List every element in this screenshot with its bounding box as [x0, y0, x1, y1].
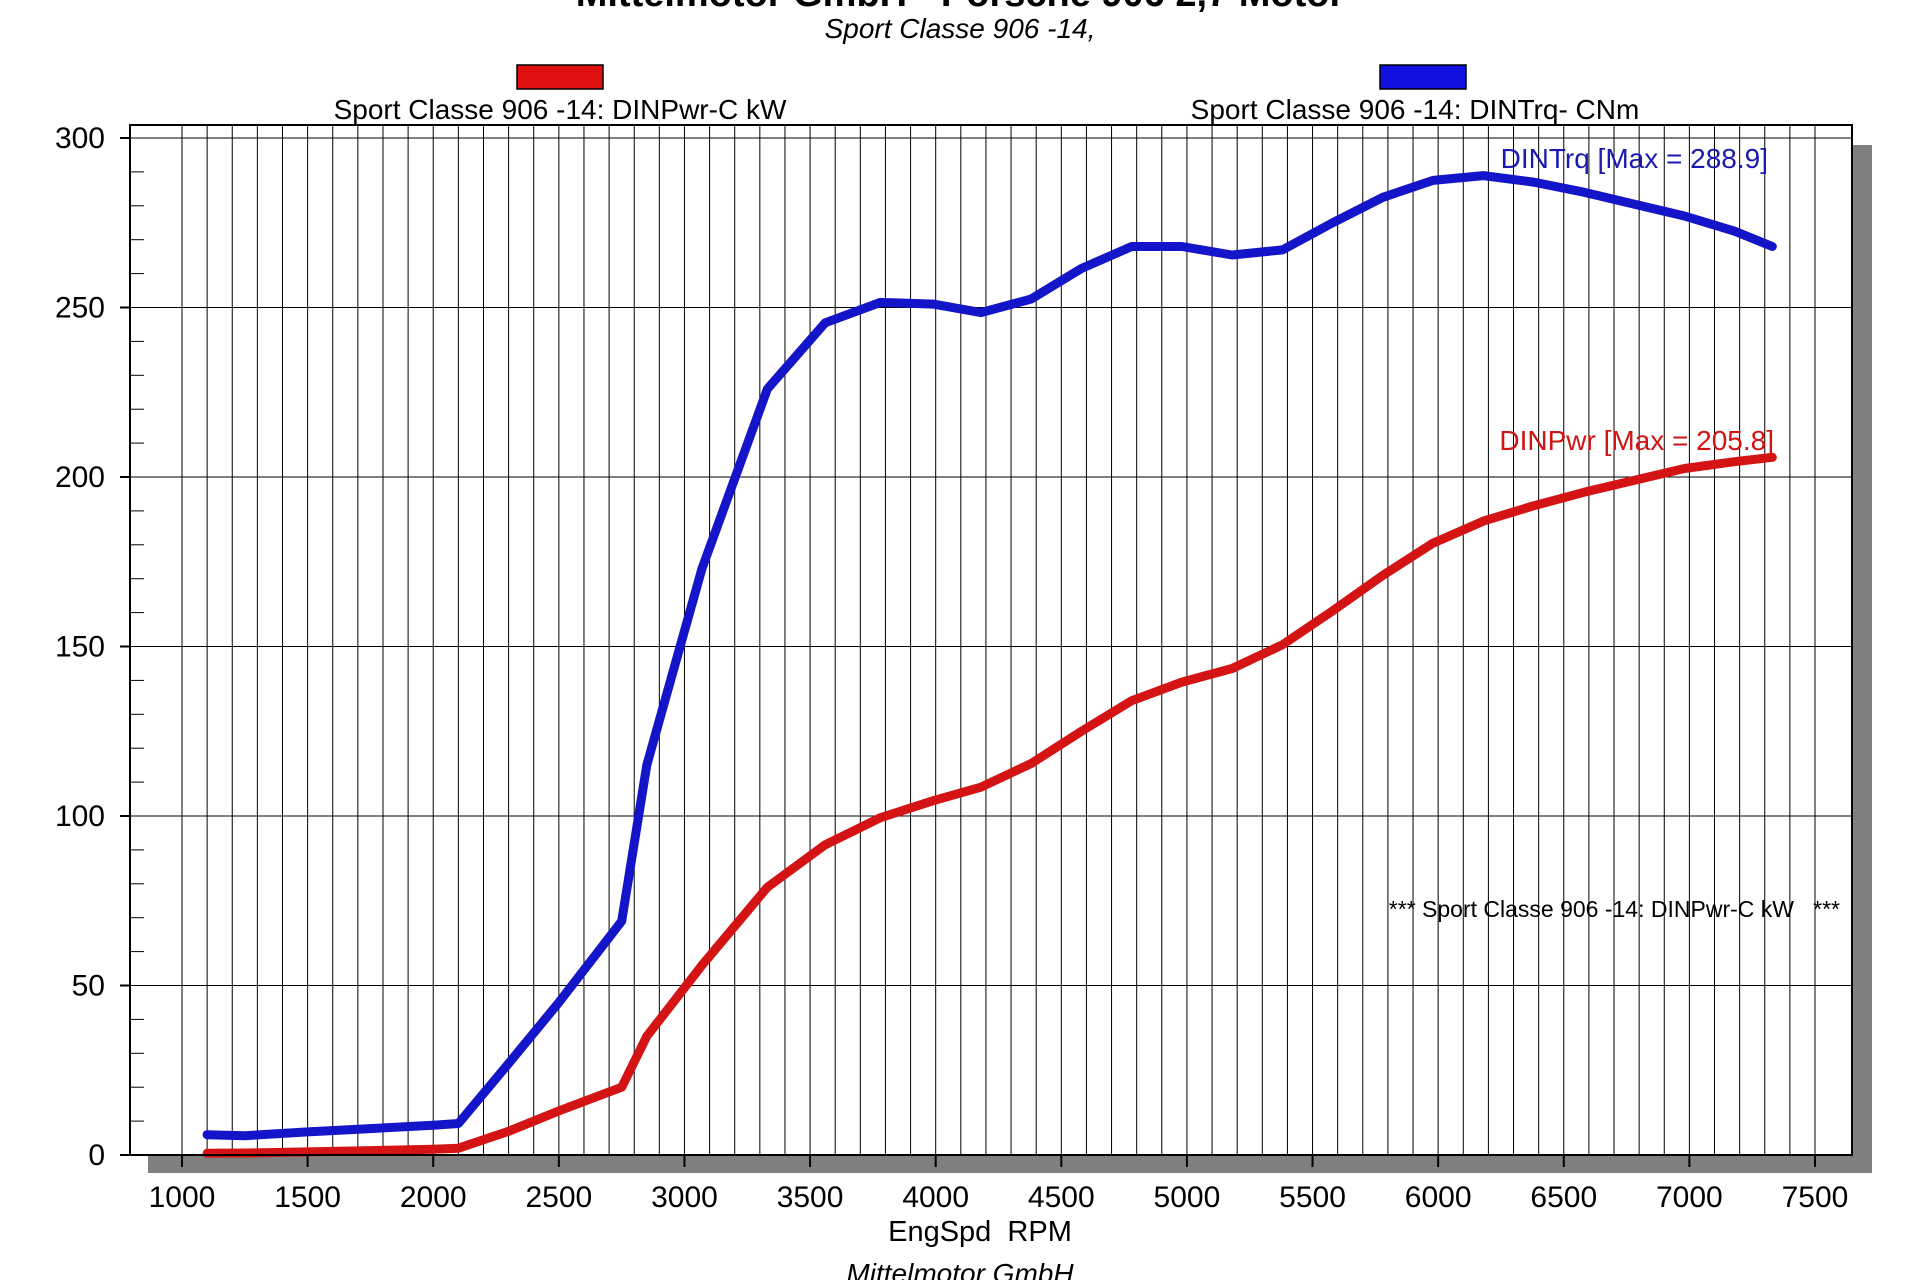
y-minor-ticks [130, 171, 144, 1122]
x-tick-label: 1000 [149, 1181, 216, 1214]
x-tick-label: 4000 [902, 1181, 969, 1214]
x-tick-label: 6500 [1530, 1181, 1597, 1214]
x-tick-label: 5000 [1154, 1181, 1221, 1214]
chart-title: Mittelmotor GmbH - Porsche 906 2,7 Motor [576, 0, 1345, 15]
x-tick-label: 6000 [1405, 1181, 1472, 1214]
y-tick-label: 250 [55, 292, 105, 325]
torque-max-annotation: DINTrq [Max = 288.9] [1501, 143, 1768, 174]
series-line-torque [202, 171, 1777, 1141]
series-line-power [202, 452, 1777, 1158]
y-tick-label: 0 [88, 1139, 105, 1172]
plot-area [130, 125, 1852, 1155]
y-axis: 0 50 100 150 200 250 300 [55, 122, 130, 1172]
legend-swatch-torque [1379, 64, 1467, 90]
x-tick-label: 4500 [1028, 1181, 1095, 1214]
x-tick-label: 3000 [651, 1181, 718, 1214]
x-tick-label: 3500 [777, 1181, 844, 1214]
grid [130, 125, 1852, 1155]
x-axis: 1000 1500 2000 2500 3000 3500 4000 4500 5000 5500… [149, 1155, 1849, 1214]
y-tick-label: 150 [55, 631, 105, 664]
series-note: *** Sport Classe 906 -14: DINPwr-C kW **… [1389, 896, 1840, 922]
x-tick-label: 5500 [1279, 1181, 1346, 1214]
legend: Sport Classe 906 -14: DINPwr-C kW Sport … [334, 64, 1640, 125]
y-tick-label: 300 [55, 122, 105, 155]
legend-swatch-power [516, 64, 604, 90]
chart-subtitle: Sport Classe 906 -14, [825, 13, 1096, 44]
y-tick-label: 200 [55, 461, 105, 494]
y-tick-label: 100 [55, 800, 105, 833]
plot-shadow-right [1852, 145, 1872, 1165]
x-tick-label: 2500 [525, 1181, 592, 1214]
legend-label-torque: Sport Classe 906 -14: DINTrq- CNm [1191, 94, 1640, 125]
x-tick-label: 2000 [400, 1181, 467, 1214]
series-layer [202, 171, 1777, 1158]
plot-shadow-bottom [148, 1155, 1872, 1173]
x-tick-label: 7000 [1656, 1181, 1723, 1214]
power-max-annotation: DINPwr [Max = 205.8] [1499, 425, 1774, 456]
x-tick-label: 7500 [1782, 1181, 1849, 1214]
plot-border [129, 124, 1853, 1156]
y-tick-label: 50 [72, 970, 105, 1003]
x-tick-label: 1500 [274, 1181, 341, 1214]
footer-credit: Mittelmotor GmbH [846, 1258, 1074, 1280]
x-axis-label: EngSpd RPM [888, 1216, 1072, 1248]
legend-label-power: Sport Classe 906 -14: DINPwr-C kW [334, 94, 787, 125]
